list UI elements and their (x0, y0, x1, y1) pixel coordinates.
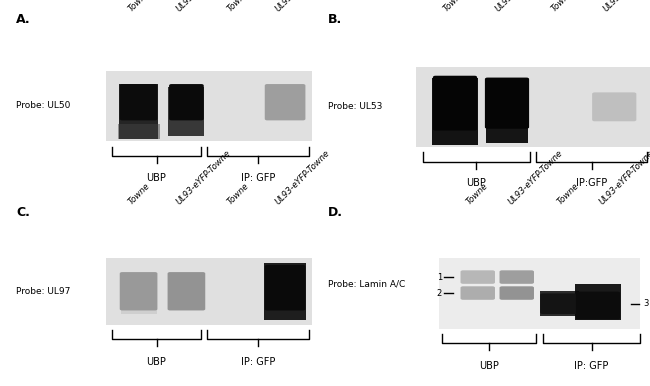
Bar (432, 78, 478, 145)
Bar (106, 257, 312, 325)
FancyBboxPatch shape (120, 84, 157, 120)
Text: UBP: UBP (466, 178, 486, 188)
Text: IP:GFP: IP:GFP (576, 178, 607, 188)
Text: Towne: Towne (556, 181, 581, 206)
Text: Towne: Towne (127, 0, 151, 13)
FancyBboxPatch shape (265, 265, 305, 310)
Text: A.: A. (16, 13, 31, 26)
Bar (264, 263, 306, 320)
Text: Probe: UL50: Probe: UL50 (16, 102, 70, 110)
Text: 1: 1 (437, 273, 442, 281)
Bar (575, 284, 621, 320)
Bar (118, 124, 159, 139)
Text: UBP: UBP (147, 357, 166, 367)
Text: UL93-eYFP-Towne: UL93-eYFP-Towne (174, 148, 233, 206)
Text: UL93-eYFP-Towne: UL93-eYFP-Towne (601, 0, 650, 13)
Text: UL93-eYFP-Towne: UL93-eYFP-Towne (507, 148, 565, 206)
FancyBboxPatch shape (592, 92, 636, 121)
FancyBboxPatch shape (576, 292, 620, 319)
FancyBboxPatch shape (168, 272, 205, 310)
Text: Towne: Towne (549, 0, 575, 13)
Text: Probe: UL53: Probe: UL53 (328, 102, 383, 111)
Text: 2: 2 (437, 289, 442, 298)
Text: Towne: Towne (442, 0, 467, 13)
Text: B.: B. (328, 13, 343, 26)
FancyBboxPatch shape (460, 286, 495, 300)
FancyBboxPatch shape (485, 78, 529, 129)
Text: IP: GFP: IP: GFP (241, 173, 276, 183)
FancyBboxPatch shape (540, 293, 578, 314)
Bar (168, 87, 204, 135)
Text: Towne: Towne (226, 0, 250, 13)
Text: Probe: Lamin A/C: Probe: Lamin A/C (328, 280, 406, 289)
Text: IP: GFP: IP: GFP (575, 361, 608, 371)
Text: UL93-eYFP-Towne: UL93-eYFP-Towne (494, 0, 552, 13)
Text: UL93-eYFP-Towne: UL93-eYFP-Towne (273, 0, 331, 13)
Text: 3: 3 (644, 299, 649, 308)
Text: Towne: Towne (226, 181, 250, 206)
Text: C.: C. (16, 206, 30, 219)
Bar (266, 106, 304, 117)
FancyBboxPatch shape (499, 286, 534, 300)
Bar (119, 84, 158, 139)
FancyBboxPatch shape (499, 270, 534, 284)
FancyBboxPatch shape (460, 270, 495, 284)
FancyBboxPatch shape (433, 76, 477, 130)
Bar (486, 80, 528, 143)
Text: Probe: UL97: Probe: UL97 (16, 287, 70, 296)
Text: UL93-eYFP-Towne: UL93-eYFP-Towne (174, 0, 233, 13)
Bar (121, 304, 157, 314)
Text: Towne: Towne (465, 181, 490, 206)
Text: UL93-eYFP-Towne: UL93-eYFP-Towne (598, 148, 650, 206)
Bar (106, 71, 312, 141)
Text: UL93-eYFP-Towne: UL93-eYFP-Towne (273, 148, 331, 206)
FancyBboxPatch shape (265, 84, 305, 120)
Text: D.: D. (328, 206, 343, 219)
FancyBboxPatch shape (120, 272, 157, 310)
Text: Towne: Towne (127, 181, 151, 206)
Text: UBP: UBP (479, 361, 499, 371)
Text: IP: GFP: IP: GFP (241, 357, 276, 367)
Bar (540, 291, 578, 316)
Text: UBP: UBP (147, 173, 166, 183)
Bar (416, 67, 650, 147)
FancyBboxPatch shape (169, 84, 203, 120)
Bar (439, 257, 640, 328)
